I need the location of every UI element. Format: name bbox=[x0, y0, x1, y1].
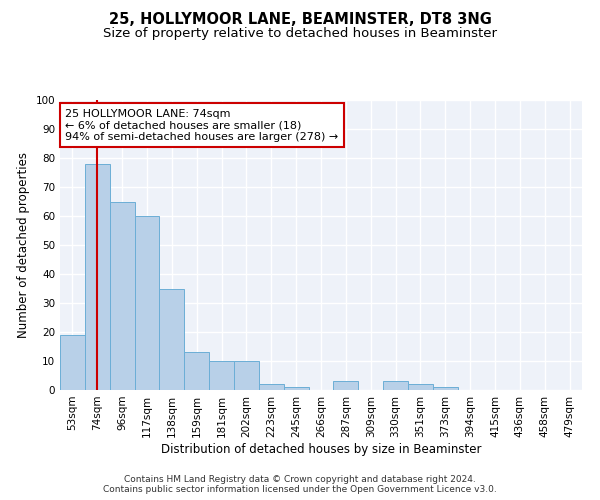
Bar bbox=[184, 352, 209, 390]
Bar bbox=[234, 361, 259, 390]
Y-axis label: Number of detached properties: Number of detached properties bbox=[17, 152, 30, 338]
Bar bbox=[110, 202, 134, 390]
Bar bbox=[383, 382, 408, 390]
Text: 25, HOLLYMOOR LANE, BEAMINSTER, DT8 3NG: 25, HOLLYMOOR LANE, BEAMINSTER, DT8 3NG bbox=[109, 12, 491, 28]
Bar bbox=[60, 335, 85, 390]
Bar bbox=[160, 288, 184, 390]
Bar bbox=[259, 384, 284, 390]
Bar bbox=[134, 216, 160, 390]
Bar bbox=[209, 361, 234, 390]
Bar bbox=[85, 164, 110, 390]
Bar bbox=[284, 387, 308, 390]
X-axis label: Distribution of detached houses by size in Beaminster: Distribution of detached houses by size … bbox=[161, 442, 481, 456]
Text: Size of property relative to detached houses in Beaminster: Size of property relative to detached ho… bbox=[103, 28, 497, 40]
Bar bbox=[433, 387, 458, 390]
Bar bbox=[408, 384, 433, 390]
Text: 25 HOLLYMOOR LANE: 74sqm
← 6% of detached houses are smaller (18)
94% of semi-de: 25 HOLLYMOOR LANE: 74sqm ← 6% of detache… bbox=[65, 108, 338, 142]
Bar bbox=[334, 382, 358, 390]
Text: Contains HM Land Registry data © Crown copyright and database right 2024.
Contai: Contains HM Land Registry data © Crown c… bbox=[103, 474, 497, 494]
